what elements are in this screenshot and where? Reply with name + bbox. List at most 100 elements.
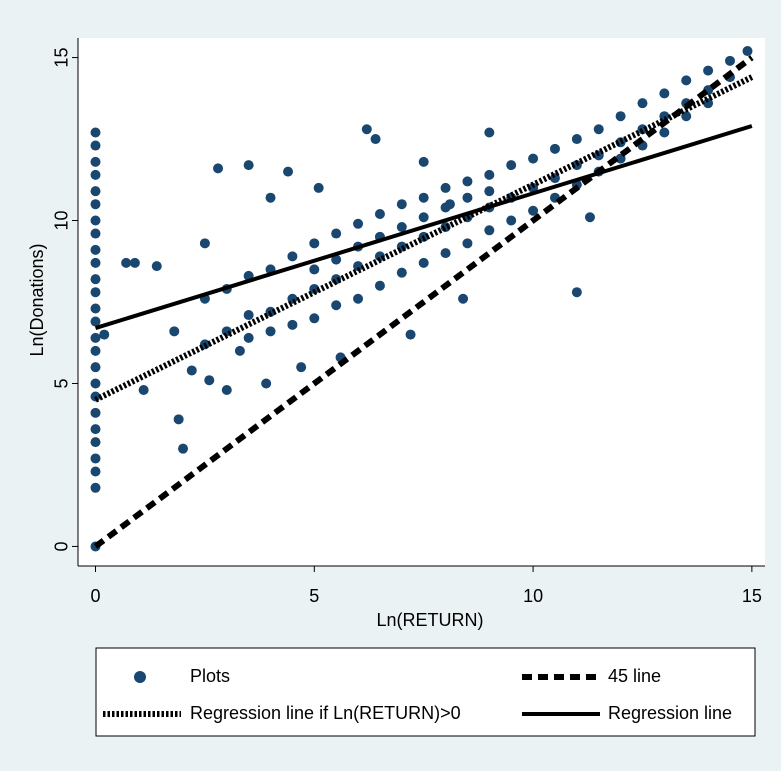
x-tick-label: 15 [742, 586, 762, 606]
data-point [440, 202, 451, 213]
data-point [243, 160, 254, 171]
data-point [90, 303, 101, 314]
data-point [313, 182, 324, 193]
data-point [571, 287, 582, 298]
data-point [90, 257, 101, 268]
data-point [265, 192, 276, 203]
data-point [90, 362, 101, 373]
data-point [584, 212, 595, 223]
data-point [724, 55, 735, 66]
data-point [396, 222, 407, 233]
data-point [90, 437, 101, 448]
data-point [121, 257, 132, 268]
data-point [90, 169, 101, 180]
data-point [90, 228, 101, 239]
data-point [90, 453, 101, 464]
data-point [458, 293, 469, 304]
legend-marker [134, 671, 146, 683]
data-point [418, 257, 429, 268]
data-point [90, 407, 101, 418]
data-point [90, 316, 101, 327]
x-axis-label: Ln(RETURN) [376, 610, 483, 630]
data-point [703, 65, 714, 76]
data-point [221, 385, 232, 395]
legend-label: Regression line [608, 703, 732, 723]
data-point [99, 329, 110, 340]
legend-label: Regression line if Ln(RETURN)>0 [190, 703, 461, 723]
data-point [462, 176, 473, 187]
data-point [90, 215, 101, 226]
data-point [331, 228, 342, 239]
data-point [90, 274, 101, 285]
data-point [571, 134, 582, 145]
data-point [287, 251, 298, 262]
data-point [90, 345, 101, 356]
line [94, 74, 754, 403]
data-point [615, 111, 626, 122]
data-point [283, 166, 294, 177]
data-point [353, 293, 364, 304]
data-point [703, 98, 714, 109]
data-point [462, 192, 473, 203]
data-point [204, 375, 215, 386]
data-point [549, 143, 560, 154]
data-point [331, 300, 342, 311]
data-point [173, 414, 184, 425]
data-point [199, 238, 210, 249]
y-tick-label: 5 [52, 378, 72, 388]
data-point [593, 124, 604, 135]
data-point [234, 345, 245, 356]
data-point [90, 482, 101, 493]
legend [95, 647, 756, 737]
data-point [261, 378, 272, 389]
line [93, 55, 754, 549]
data-point [418, 212, 429, 223]
data-point [90, 186, 101, 197]
data-point [309, 313, 320, 324]
data-point [178, 443, 189, 454]
data-point [287, 319, 298, 330]
data-point [90, 424, 101, 435]
data-point [243, 332, 254, 343]
data-point [138, 385, 149, 395]
data-point [353, 218, 364, 229]
data-point [309, 238, 320, 249]
y-tick-label: 15 [52, 48, 72, 68]
data-point [90, 466, 101, 477]
x-tick-label: 0 [90, 586, 100, 606]
data-point [681, 75, 692, 86]
data-point [90, 199, 101, 210]
data-point [418, 192, 429, 203]
data-point [506, 160, 517, 171]
data-point [528, 205, 539, 216]
data-point [90, 332, 101, 343]
data-point [484, 169, 495, 180]
y-tick-label: 0 [52, 541, 72, 551]
data-point [484, 127, 495, 138]
data-point [637, 98, 648, 109]
data-point [309, 264, 320, 275]
data-point [296, 362, 307, 373]
x-tick-label: 10 [523, 586, 543, 606]
data-point [484, 186, 495, 197]
data-point [440, 248, 451, 259]
data-point [90, 244, 101, 255]
data-point [90, 127, 101, 138]
legend-label: Plots [190, 666, 230, 686]
y-axis-label: Ln(Donations) [27, 243, 47, 356]
data-point [374, 280, 385, 291]
data-point [405, 329, 416, 340]
data-point [353, 261, 364, 272]
data-point [528, 153, 539, 164]
legend-label: 45 line [608, 666, 661, 686]
data-point [440, 182, 451, 193]
data-point [129, 257, 140, 268]
data-point [186, 365, 197, 376]
data-point [331, 254, 342, 265]
data-point [742, 46, 753, 57]
line [94, 124, 753, 330]
data-point [361, 124, 372, 135]
data-point [90, 156, 101, 167]
data-point [169, 326, 180, 337]
